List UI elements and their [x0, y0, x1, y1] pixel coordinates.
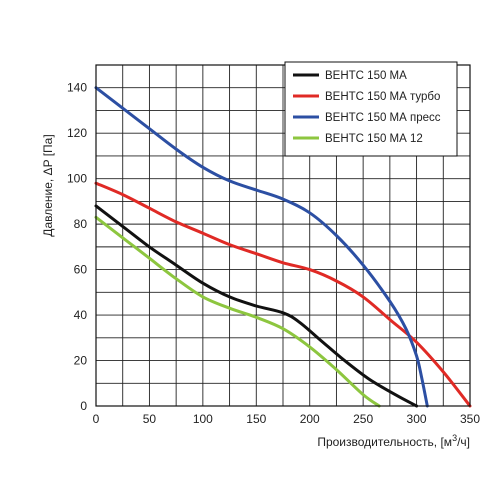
legend-label: ВЕНТС 150 МА пресс	[325, 112, 441, 124]
plot-frame	[95, 64, 471, 407]
x-tick-label: 250	[353, 412, 373, 426]
series-lines	[94, 86, 472, 408]
x-axis-title-main: Производительность, [м	[317, 435, 452, 449]
x-tick-label: 50	[143, 412, 157, 426]
series-line-3	[94, 86, 429, 408]
legend-label: ВЕНТС 150 МА турбо	[325, 91, 440, 103]
y-tick-label: 120	[67, 126, 87, 140]
legend: ВЕНТС 150 МА ВЕНТС 150 МА турбо ВЕНТС 150 …	[284, 61, 458, 157]
series-line-1	[94, 204, 419, 408]
y-tick-label: 20	[74, 354, 88, 368]
x-axis-title-superscript: 3	[452, 433, 457, 443]
x-tick-label: 100	[193, 412, 213, 426]
legend-box	[284, 61, 458, 157]
y-tick-label: 0	[80, 399, 87, 413]
x-tick-label: 0	[93, 412, 100, 426]
legend-label: ВЕНТС 150 МА 12	[325, 133, 423, 145]
y-axis-title: Давление, ΔP [Па]	[41, 134, 55, 236]
y-tick-label: 80	[74, 217, 88, 231]
x-axis-title: Производительность, [м3/ч]	[317, 433, 470, 449]
x-tick-label: 150	[246, 412, 266, 426]
legend-label: ВЕНТС 150 МА	[325, 70, 407, 82]
y-tick-label: 140	[67, 81, 87, 95]
y-tick-label: 40	[74, 308, 88, 322]
x-tick-label: 300	[407, 412, 427, 426]
y-tick-label: 100	[67, 172, 87, 186]
y-tick-label: 60	[74, 263, 88, 277]
x-tick-label: 200	[300, 412, 320, 426]
tick-labels: 0 50 100 150 200 250 300 350 0 20 40 60 80 100 120 140	[67, 81, 480, 426]
x-axis-title-tail: /ч]	[457, 435, 470, 449]
series-line-4	[94, 215, 381, 408]
x-tick-label: 350	[460, 412, 480, 426]
